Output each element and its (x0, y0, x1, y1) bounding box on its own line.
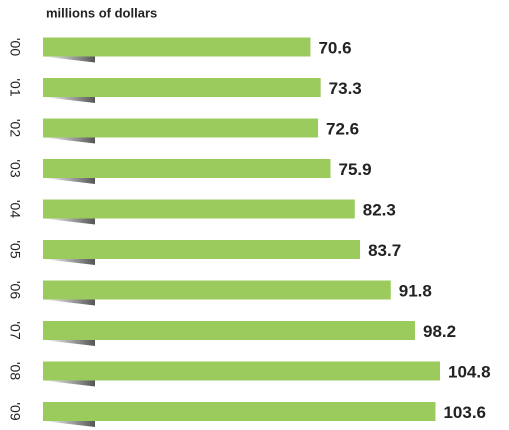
bar-shadow (43, 218, 95, 225)
bar (43, 78, 321, 97)
bar-shadow (43, 421, 95, 427)
value-label: 83.7 (368, 241, 401, 260)
category-label: '00 (7, 38, 23, 56)
bar (43, 240, 361, 259)
category-label: '03 (7, 159, 23, 177)
value-label: 72.6 (326, 119, 359, 138)
bar-shadow (43, 380, 95, 387)
value-label: 91.8 (399, 281, 432, 300)
value-label: 70.6 (318, 38, 351, 57)
bar-shadow (43, 299, 95, 306)
bar-shadow (43, 259, 95, 265)
category-label: '02 (7, 119, 23, 137)
category-label: '07 (7, 321, 23, 339)
bar (43, 199, 355, 219)
category-label: '08 (7, 362, 23, 380)
bar (43, 37, 311, 57)
category-label: '05 (7, 240, 23, 258)
value-label: 98.2 (423, 322, 456, 341)
bar-shadow (43, 97, 95, 103)
bar-shadow (43, 340, 95, 346)
category-label: '06 (7, 281, 23, 299)
bar-shadow (43, 178, 95, 184)
category-label: '04 (7, 200, 23, 218)
value-label: 82.3 (363, 200, 396, 219)
bar (43, 159, 331, 178)
category-label: '01 (7, 78, 23, 96)
value-label: 75.9 (339, 160, 372, 179)
value-label: 104.8 (448, 362, 491, 381)
bar (43, 280, 391, 300)
category-label: '09 (7, 402, 23, 420)
value-label: 103.6 (443, 403, 486, 422)
value-label: 73.3 (329, 79, 362, 98)
bar (43, 361, 440, 381)
bar-shadow (43, 56, 95, 63)
bar-shadow (43, 137, 95, 144)
bar (43, 118, 319, 138)
bar (43, 402, 436, 421)
chart-title: millions of dollars (46, 5, 157, 20)
bar (43, 321, 415, 340)
